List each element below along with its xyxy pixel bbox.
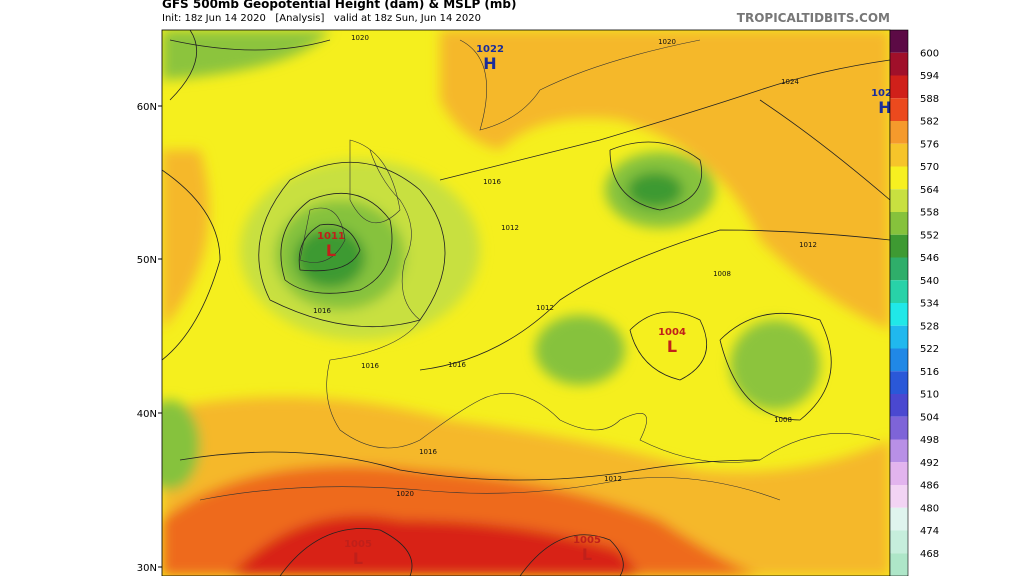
colorbar-label: 534 — [920, 299, 939, 310]
colorbar-label: 576 — [920, 139, 939, 150]
pressure-value: 1022 — [476, 44, 504, 55]
colorbar-label: 528 — [920, 321, 939, 332]
colorbar-label: 504 — [920, 412, 939, 423]
colorbar-label: 474 — [920, 526, 939, 537]
isobar-label: 1012 — [799, 241, 817, 249]
colorbar-swatch — [890, 52, 908, 76]
isobar-label: 1016 — [419, 448, 437, 456]
colorbar-swatch — [890, 371, 908, 394]
colorbar-swatch — [890, 530, 908, 554]
isobar-label: 1016 — [448, 361, 466, 369]
colorbar-label: 558 — [920, 208, 939, 219]
lat-label: 30N — [137, 563, 157, 574]
isobar-label: 1020 — [658, 38, 676, 46]
colorbar-swatch — [890, 280, 908, 303]
colorbar-top-swatch — [890, 30, 908, 53]
isobar-label: 1020 — [396, 490, 414, 498]
pressure-symbol: H — [878, 98, 891, 117]
colorbar-label: 540 — [920, 276, 939, 287]
colorbar-label: 522 — [920, 344, 939, 355]
colorbar-label: 570 — [920, 162, 939, 173]
colorbar-label: 546 — [920, 253, 939, 264]
isobar-labels: 1020 1020 1016 1016 1016 1016 1012 1012 1012 1008… — [313, 34, 817, 498]
pressure-value: 1005 — [344, 539, 372, 550]
coastlines — [199, 39, 881, 501]
isobar-label: 1020 — [351, 34, 369, 42]
isobar-label: 1008 — [713, 270, 731, 278]
colorbar-swatch — [890, 212, 908, 235]
colorbar-label: 552 — [920, 230, 939, 241]
subtitle: Init: 18z Jun 14 2020 [Analysis] valid a… — [162, 13, 481, 24]
colorbar-swatch — [890, 166, 908, 190]
colorbar-label: 582 — [920, 117, 939, 128]
pressure-value: 1024 — [871, 88, 899, 99]
pressure-value: 1005 — [573, 535, 601, 546]
colorbar-swatch — [890, 257, 908, 281]
colorbar: 600 594 588 582 576 570 564 558 552 546 540 534 528 5… — [889, 29, 939, 576]
pressure-value: 1004 — [658, 327, 686, 338]
colorbar-label: 588 — [920, 94, 939, 105]
colorbar-label: 594 — [920, 71, 939, 82]
colorbar-swatch — [890, 303, 908, 326]
colorbar-label: 600 — [920, 48, 939, 59]
colorbar-frame — [889, 29, 909, 576]
colorbar-swatch — [890, 121, 908, 144]
pressure-symbol: L — [326, 241, 336, 260]
colorbar-swatch — [890, 462, 908, 485]
colorbar-swatch — [890, 507, 908, 531]
isobar-label: 1012 — [501, 224, 519, 232]
pressure-symbol: L — [353, 549, 363, 568]
colorbar-swatch — [890, 348, 908, 372]
colorbar-label: 498 — [920, 435, 939, 446]
pressure-value: 1011 — [317, 231, 345, 242]
colorbar-label: 510 — [920, 390, 939, 401]
colorbar-swatch — [890, 485, 908, 508]
lat-label: 60N — [137, 102, 157, 113]
isobars — [162, 30, 890, 576]
colorbar-label: 486 — [920, 481, 939, 492]
lat-label: 40N — [137, 409, 157, 420]
isobar-label: 1012 — [536, 304, 554, 312]
colorbar-swatch — [890, 75, 908, 99]
pressure-symbol: L — [582, 545, 592, 564]
isobar-label: 1016 — [313, 307, 331, 315]
colorbar-swatch — [890, 553, 908, 576]
colorbar-swatch — [890, 189, 908, 212]
colorbar-swatch — [890, 416, 908, 440]
isobar-label: 1016 — [361, 362, 379, 370]
colorbar-label: 468 — [920, 549, 939, 560]
pressure-symbol: H — [483, 54, 496, 73]
colorbar-swatch — [890, 394, 908, 417]
colorbar-swatch — [890, 234, 908, 258]
source: TROPICALTIDBITS.COM — [737, 11, 890, 25]
colorbar-label: 564 — [920, 185, 939, 196]
colorbar-swatch — [890, 98, 908, 121]
isobar-label: 1024 — [781, 78, 799, 86]
pressure-symbol: L — [667, 337, 677, 356]
isobar-label: 1012 — [604, 475, 622, 483]
colorbar-swatch — [890, 439, 908, 463]
isobar-label: 1008 — [774, 416, 792, 424]
isobar-label: 1016 — [483, 178, 501, 186]
colorbar-label: 516 — [920, 367, 939, 378]
colorbar-label: 492 — [920, 458, 939, 469]
colorbar-label: 480 — [920, 503, 939, 514]
colorbar-swatch — [890, 143, 908, 167]
colorbar-swatch — [890, 325, 908, 349]
title: GFS 500mb Geopotential Height (dam) & MS… — [162, 0, 517, 11]
lat-label: 50N — [137, 255, 157, 266]
